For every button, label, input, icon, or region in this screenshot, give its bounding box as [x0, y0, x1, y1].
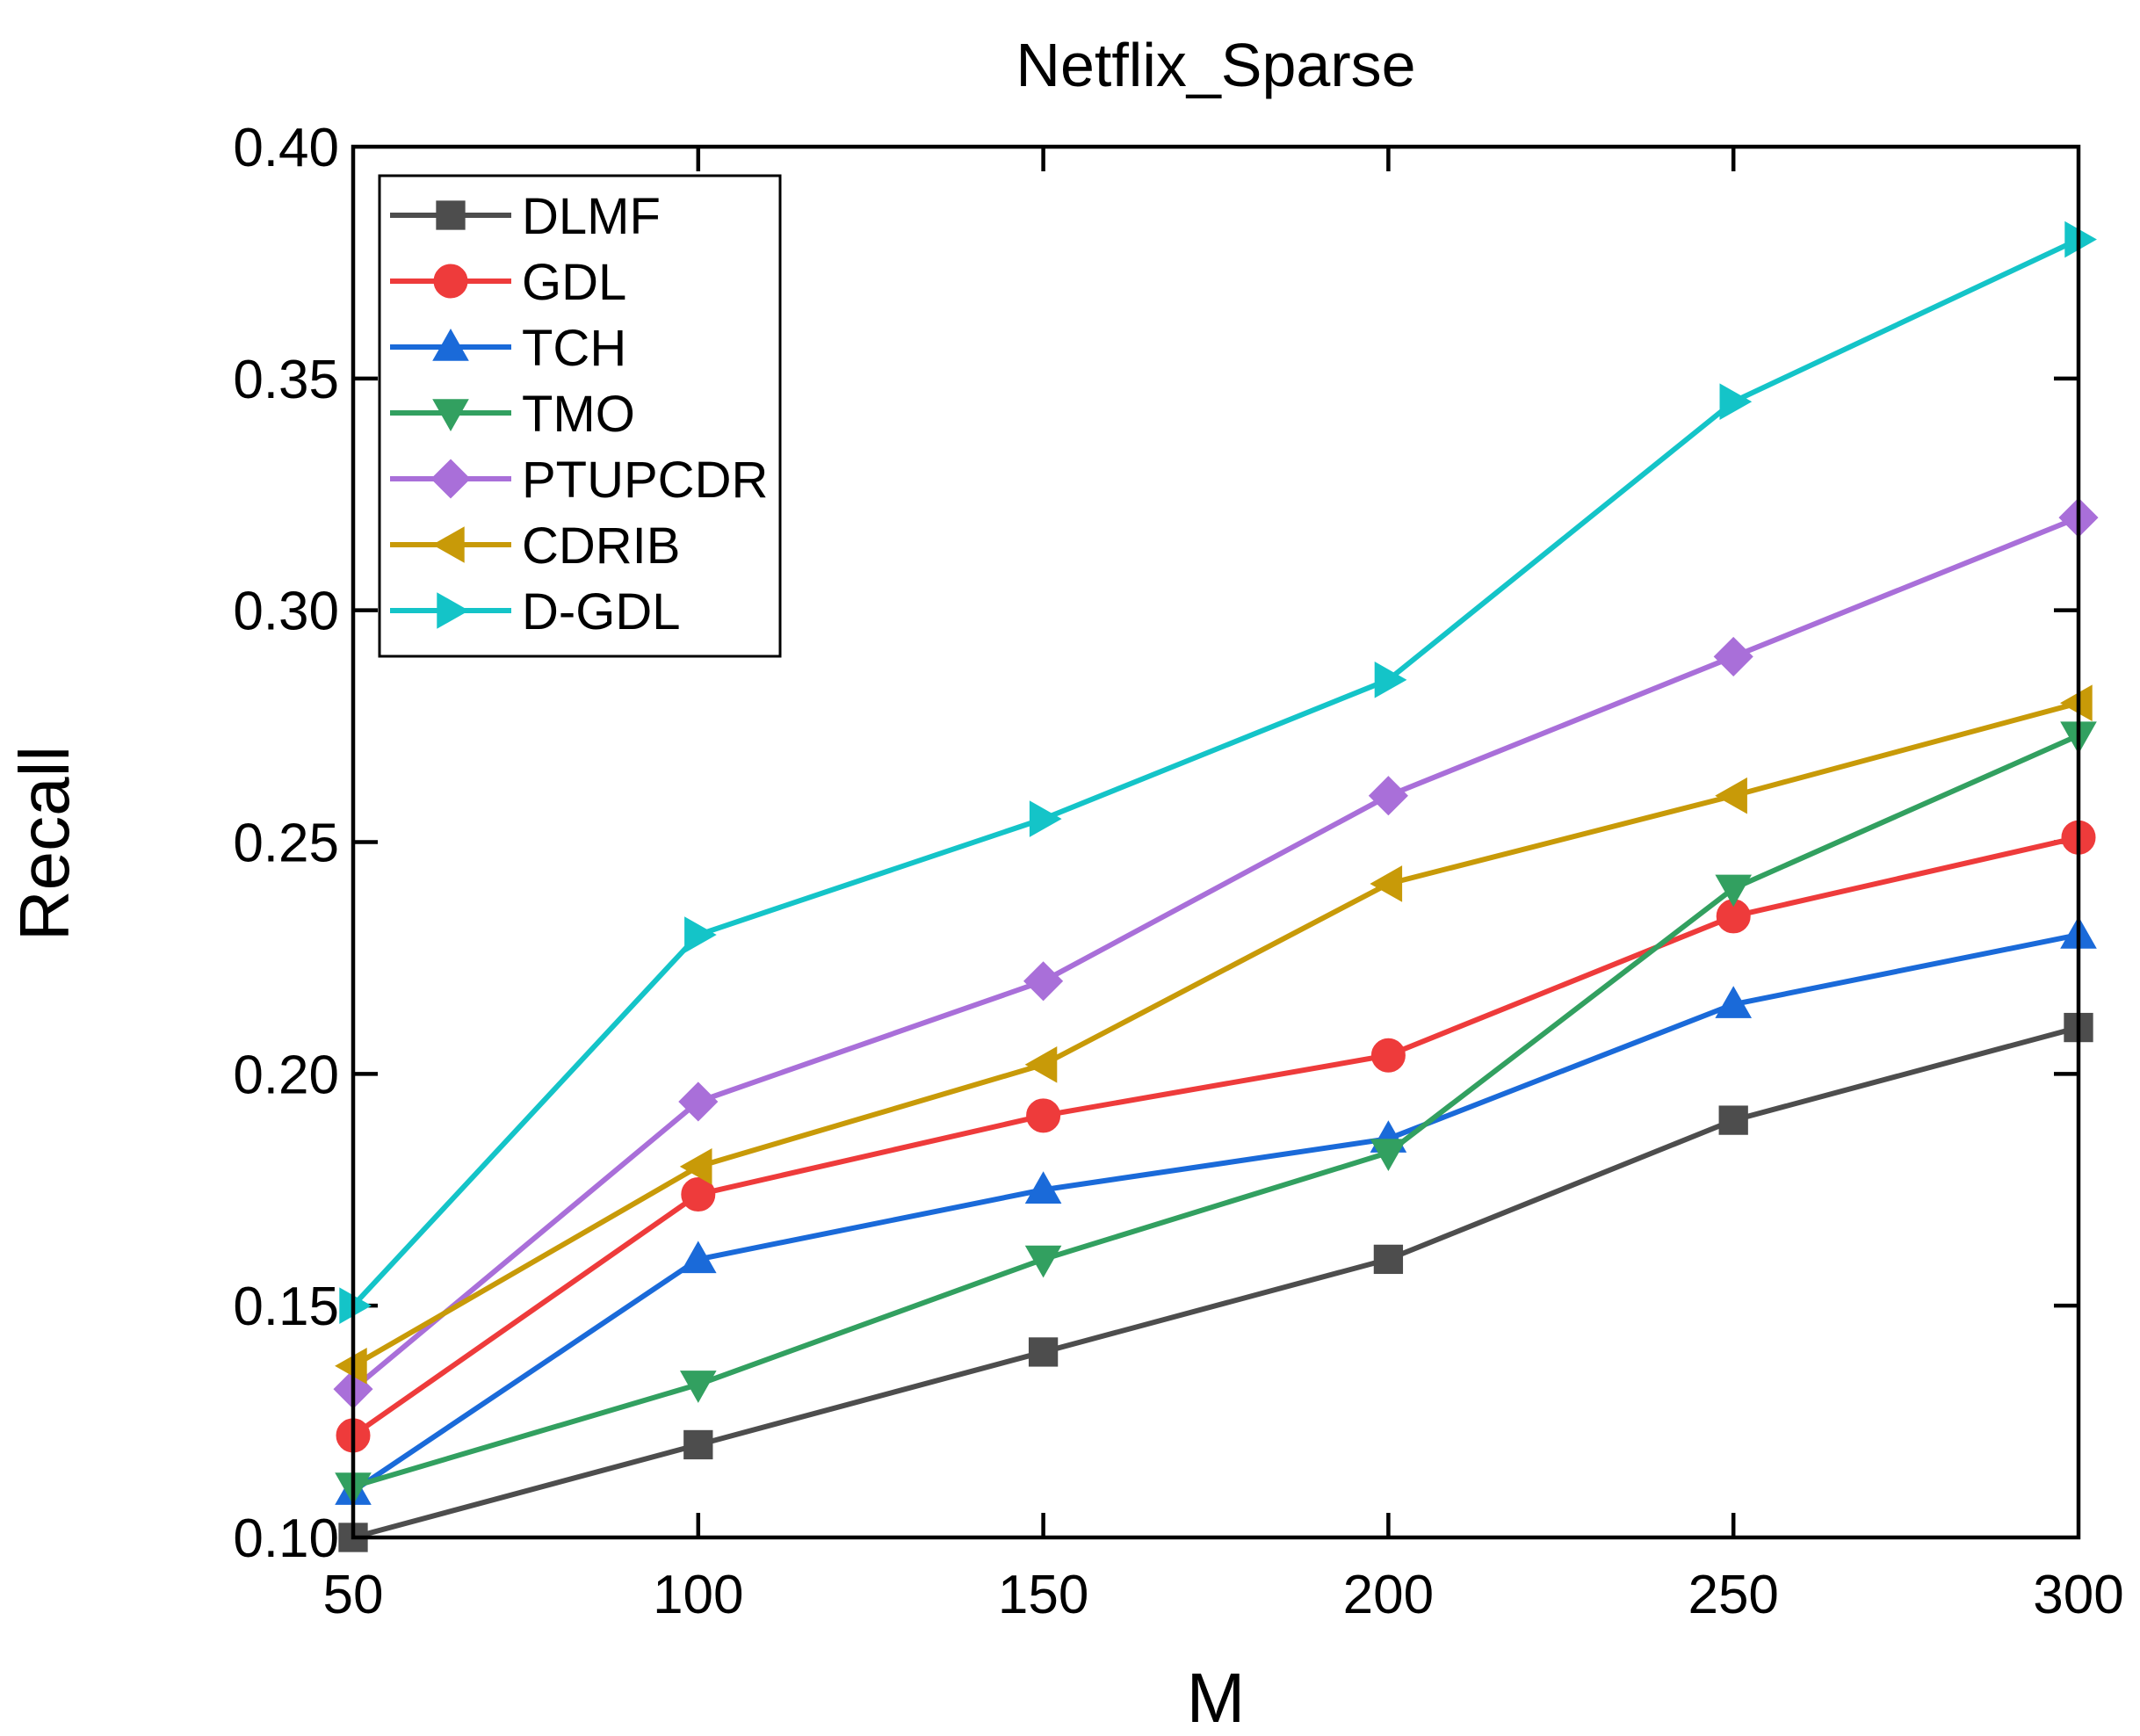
y-tick-label: 0.15 [233, 1277, 339, 1337]
x-tick-label: 200 [1343, 1565, 1434, 1625]
legend-marker-dlmf [436, 200, 466, 230]
data-point-ptupcdr [678, 1081, 719, 1122]
legend-marker-gdl [433, 264, 468, 299]
series-line-tmo [352, 733, 2080, 1489]
legend-marker-tch [432, 329, 469, 361]
data-point-cdrib [1715, 777, 1747, 814]
data-point-cdrib [1370, 865, 1403, 902]
x-tick-label: 50 [323, 1565, 384, 1625]
data-point-d-gdl [1719, 383, 1753, 421]
data-point-ptupcdr [1023, 961, 1064, 1002]
series-line-cdrib [351, 700, 2079, 1369]
x-axis-title: M [1187, 1659, 1246, 1736]
series-line-d-gdl [351, 236, 2080, 1308]
y-tick-label: 0.25 [233, 814, 339, 874]
legend-item-d-gdl: D-GDL [390, 583, 680, 640]
x-tick-label: 150 [998, 1565, 1088, 1625]
series-dlmf [338, 1012, 2093, 1552]
legend-marker-d-gdl [437, 592, 469, 629]
legend-label-gdl: GDL [522, 254, 626, 311]
data-point-tch [1024, 1171, 1062, 1204]
legend-label-tmo: TMO [522, 386, 635, 443]
y-tick-label: 0.40 [233, 118, 339, 178]
data-point-d-gdl [1029, 800, 1062, 837]
data-point-cdrib [335, 1347, 367, 1385]
chart-title: Netflix_Sparse [1016, 31, 1415, 99]
data-point-tmo [1024, 1245, 1062, 1278]
series-line-ptupcdr [351, 515, 2080, 1392]
data-point-gdl [1026, 1098, 1061, 1133]
data-point-cdrib [679, 1148, 712, 1185]
x-tick-label: 300 [2033, 1565, 2123, 1625]
legend-label-ptupcdr: PTUPCDR [522, 452, 768, 509]
legend-item-tmo: TMO [390, 386, 635, 443]
plot-frame [351, 144, 2081, 1540]
data-point-dlmf [1718, 1105, 1748, 1135]
data-point-d-gdl [1374, 662, 1407, 698]
data-point-tmo [1370, 1139, 1407, 1172]
y-tick-label: 0.30 [233, 582, 339, 642]
data-point-cdrib [1024, 1045, 1058, 1083]
series-gdl [336, 820, 2096, 1453]
x-tick-label: 100 [653, 1565, 743, 1625]
data-point-dlmf [1028, 1337, 1059, 1367]
data-point-dlmf [683, 1429, 713, 1460]
legend-marker-tmo [432, 399, 469, 431]
legend-label-d-gdl: D-GDL [522, 583, 680, 640]
series-tmo [335, 721, 2097, 1505]
data-point-d-gdl [2064, 221, 2097, 258]
data-point-dlmf [1373, 1244, 1404, 1275]
legend-item-ptupcdr: PTUPCDR [390, 452, 768, 509]
y-tick-label: 0.35 [233, 350, 339, 410]
legend-marker-cdrib [432, 526, 465, 563]
data-point-ptupcdr [1713, 636, 1753, 676]
data-point-d-gdl [339, 1287, 372, 1324]
data-point-ptupcdr [1368, 776, 1408, 816]
series-line-gdl [351, 835, 2079, 1438]
axis-ticks: 50 100 150 200 250 300 0.10 0.15 0.20 0.25 0.30 0.3… [233, 118, 2123, 1625]
legend-item-dlmf: DLMF [390, 188, 661, 245]
data-point-d-gdl [684, 916, 717, 953]
series-tch [335, 916, 2097, 1505]
legend-item-tch: TCH [390, 320, 626, 377]
legend-marker-ptupcdr [430, 459, 471, 499]
data-point-tch [1715, 986, 1753, 1018]
y-axis-title: Recall [5, 746, 83, 941]
y-tick-label: 0.10 [233, 1508, 339, 1569]
legend-item-gdl: GDL [390, 254, 626, 311]
data-point-cdrib [2060, 684, 2093, 722]
x-tick-label: 250 [1688, 1565, 1778, 1625]
series-line-tch [351, 932, 2079, 1494]
series-line-dlmf [352, 1024, 2079, 1540]
y-tick-label: 0.20 [233, 1045, 339, 1105]
legend-label-dlmf: DLMF [522, 188, 661, 245]
data-point-gdl [1370, 1038, 1406, 1073]
series-cdrib [335, 684, 2093, 1385]
series-d-gdl [339, 221, 2097, 1324]
data-point-tmo [1715, 874, 1753, 908]
legend-item-cdrib: CDRIB [390, 517, 680, 575]
legend: DLMF GDL TCH TMO PTUPCDR CDRIB D-GDL [378, 174, 782, 658]
legend-label-tch: TCH [522, 320, 626, 377]
legend-label-cdrib: CDRIB [522, 517, 680, 575]
data-point-tmo [679, 1371, 717, 1403]
data-point-tch [679, 1241, 717, 1274]
data-series [333, 221, 2099, 1552]
data-point-gdl [681, 1177, 716, 1212]
